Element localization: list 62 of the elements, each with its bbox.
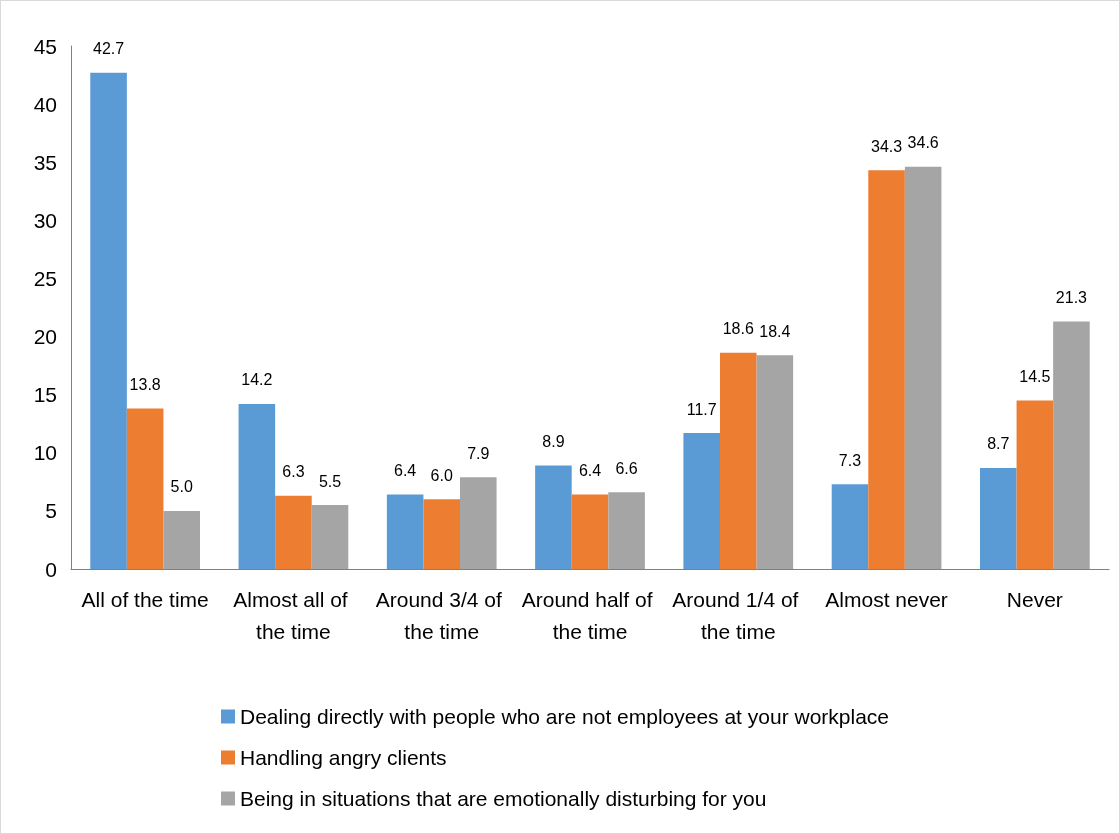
- bar: [163, 510, 201, 569]
- data-label: 6.3: [282, 463, 305, 481]
- y-tick-label: 45: [33, 34, 57, 58]
- legend-label: Being in situations that are emotionally disturbing for you: [240, 787, 767, 810]
- bar: [311, 505, 349, 569]
- y-tick-label: 10: [33, 441, 57, 465]
- data-label: 13.8: [129, 376, 161, 394]
- bar: [979, 467, 1017, 569]
- y-tick-label: 20: [33, 325, 57, 349]
- y-tick-label: 30: [33, 208, 57, 232]
- bar: [386, 494, 424, 569]
- data-label: 42.7: [93, 40, 125, 58]
- data-label: 8.9: [542, 433, 565, 451]
- bar: [275, 495, 312, 569]
- legend-label: Handling angry clients: [240, 746, 447, 769]
- bar: [683, 433, 720, 569]
- data-label: 6.0: [430, 466, 453, 484]
- y-tick-label: 35: [33, 150, 57, 174]
- data-label: 5.0: [170, 478, 193, 496]
- data-label: 18.4: [759, 322, 791, 340]
- data-label: 7.3: [838, 451, 862, 469]
- data-label: 8.7: [987, 435, 1010, 453]
- bar: [720, 352, 757, 569]
- data-label: 6.4: [578, 462, 602, 480]
- y-tick-label: 0: [45, 557, 57, 581]
- bar: [868, 170, 905, 569]
- x-tick-label: Around half of the time: [521, 587, 659, 643]
- data-label: 34.3: [871, 137, 903, 155]
- bar: [756, 355, 794, 569]
- data-label: 6.6: [615, 459, 638, 477]
- data-label: 18.6: [722, 320, 754, 338]
- data-label: 7.9: [467, 444, 490, 462]
- data-label: 14.2: [241, 371, 273, 389]
- bar: [904, 166, 942, 569]
- bar: [423, 499, 460, 569]
- legend-label: Dealing directly with people who are not employees at your workplace: [240, 705, 890, 728]
- x-tick-label: Almost all of the time: [233, 587, 354, 643]
- data-label: 34.6: [907, 134, 939, 152]
- bar: [238, 403, 276, 569]
- bar: [90, 72, 127, 569]
- x-tick-label: Around 1/4 of the time: [672, 587, 805, 643]
- data-label: 14.5: [1019, 367, 1051, 385]
- x-tick-label: Never: [1006, 587, 1063, 611]
- x-tick-label: Around 3/4 of the time: [375, 587, 508, 643]
- data-label: 21.3: [1055, 288, 1088, 306]
- y-tick-label: 5: [45, 499, 57, 523]
- bar: [608, 492, 645, 569]
- bar: [535, 465, 572, 569]
- bar: [831, 484, 869, 569]
- data-label: 11.7: [686, 400, 717, 418]
- bar: [126, 408, 164, 569]
- data-label: 6.4: [394, 462, 417, 480]
- y-tick-label: 25: [33, 266, 57, 290]
- bar: [571, 494, 609, 569]
- data-label: 5.5: [318, 472, 342, 490]
- bar: [460, 477, 497, 569]
- bar: [1016, 400, 1054, 569]
- x-tick-label: All of the time: [81, 587, 209, 611]
- x-tick-label: Almost never: [825, 587, 948, 611]
- y-tick-label: 40: [33, 92, 57, 116]
- bar: [1053, 321, 1090, 569]
- y-tick-label: 15: [33, 383, 57, 407]
